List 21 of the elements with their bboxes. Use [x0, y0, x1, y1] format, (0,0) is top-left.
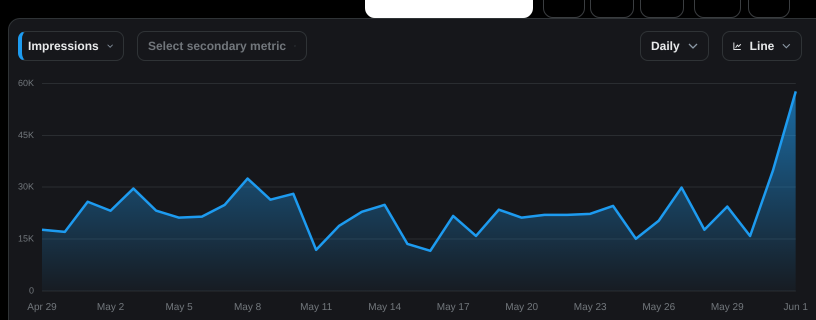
x-tick-label: Jun 1: [784, 302, 808, 313]
y-tick-label: 0: [29, 285, 34, 296]
x-tick-label: Apr 29: [27, 302, 58, 313]
text: Line: [750, 39, 774, 53]
x-tick-label: May 26: [642, 302, 676, 313]
x-tick-label: May 29: [710, 302, 744, 313]
x-tick-label: May 17: [436, 302, 470, 313]
x-tick-label: May 8: [234, 302, 262, 313]
text: Impressions: [28, 39, 99, 53]
y-tick-label: 60K: [18, 78, 34, 88]
x-tick-label: May 2: [96, 302, 125, 313]
x-tick-label: May 5: [165, 302, 194, 313]
x-tick-label: May 20: [505, 302, 539, 313]
x-tick-label: May 14: [368, 302, 402, 313]
y-tick-label: 30K: [18, 182, 34, 192]
text: Daily: [651, 39, 680, 53]
x-tick-label: May 23: [574, 302, 608, 313]
y-tick-label: 45K: [18, 130, 34, 140]
text: Select secondary metric: [148, 39, 286, 53]
y-tick-label: 15K: [18, 234, 34, 244]
x-tick-label: May 11: [300, 302, 333, 313]
